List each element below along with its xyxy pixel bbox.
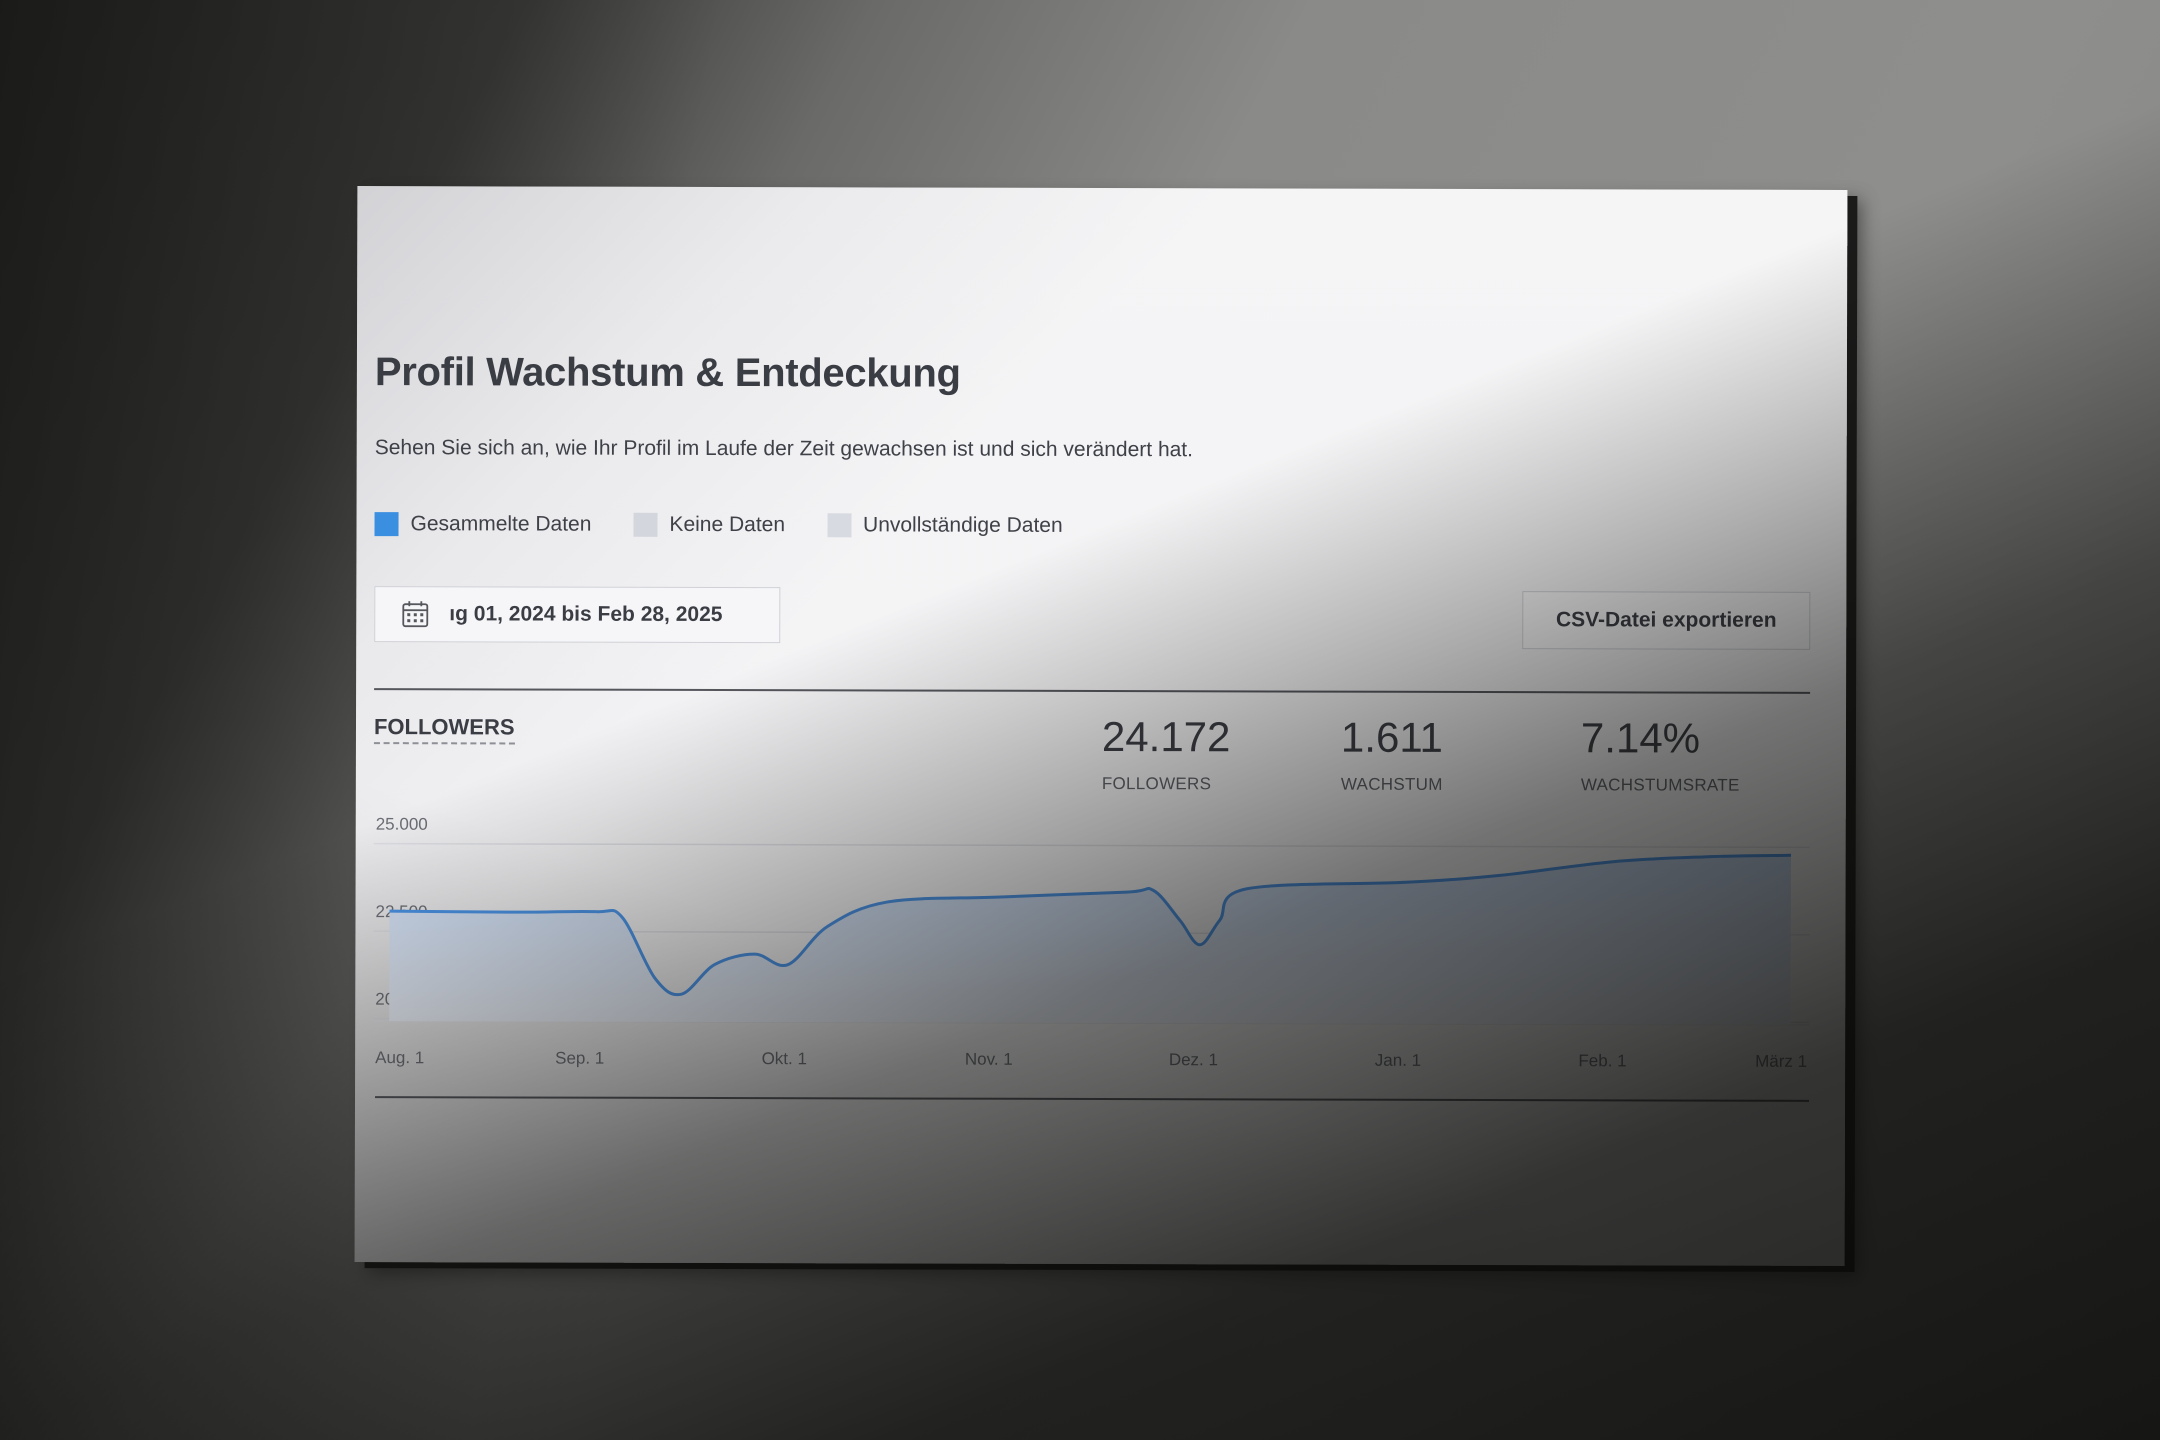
x-tick-label: Aug. 1	[375, 1048, 424, 1067]
printed-dashboard-card: Profil Wachstum & Entdeckung Sehen Sie s…	[354, 186, 1848, 1266]
x-tick-label: März 1	[1755, 1052, 1807, 1071]
section-divider-top	[374, 688, 1811, 694]
legend-item-incomplete: Unvollständige Daten	[827, 513, 1063, 538]
page-subtitle: Sehen Sie sich an, wie Ihr Profil im Lau…	[374, 436, 1194, 462]
legend-label-incomplete: Unvollständige Daten	[863, 513, 1063, 537]
x-tick-label: Nov. 1	[965, 1050, 1013, 1069]
date-range-text: ıg 01, 2024 bis Feb 28, 2025	[449, 602, 723, 627]
series-area-fill	[389, 855, 1792, 1025]
export-csv-button[interactable]: CSV-Datei exportieren	[1522, 591, 1811, 650]
legend-swatch-collected	[374, 512, 399, 537]
x-tick-label: Dez. 1	[1169, 1050, 1218, 1069]
legend-swatch-no-data	[633, 512, 658, 537]
x-tick-label: Jan. 1	[1375, 1051, 1421, 1070]
section-divider-bottom	[375, 1096, 1810, 1102]
date-range-picker[interactable]: ıg 01, 2024 bis Feb 28, 2025	[374, 586, 781, 644]
y-tick-label: 25.000	[376, 815, 428, 834]
legend-item-collected: Gesammelte Daten	[374, 512, 591, 537]
stat-growth-rate-value: 7.14%	[1580, 714, 1701, 762]
x-tick-label: Feb. 1	[1578, 1051, 1626, 1070]
x-tick-label: Sep. 1	[555, 1049, 604, 1068]
legend-label-no-data: Keine Daten	[669, 512, 786, 537]
legend-label-collected: Gesammelte Daten	[410, 512, 592, 536]
legend-item-no-data: Keine Daten	[633, 512, 786, 537]
followers-section-label[interactable]: FOLLOWERS	[373, 714, 515, 745]
x-tick-label: Okt. 1	[762, 1049, 807, 1068]
page-title: Profil Wachstum & Entdeckung	[374, 350, 961, 396]
grid-line	[373, 842, 1810, 849]
stat-growth-value: 1.611	[1340, 713, 1444, 761]
legend-swatch-incomplete	[827, 513, 852, 538]
chart-legend: Gesammelte Daten Keine Daten Unvollständ…	[374, 512, 1063, 538]
stat-followers-value: 24.172	[1101, 713, 1231, 761]
calendar-icon	[402, 601, 429, 628]
